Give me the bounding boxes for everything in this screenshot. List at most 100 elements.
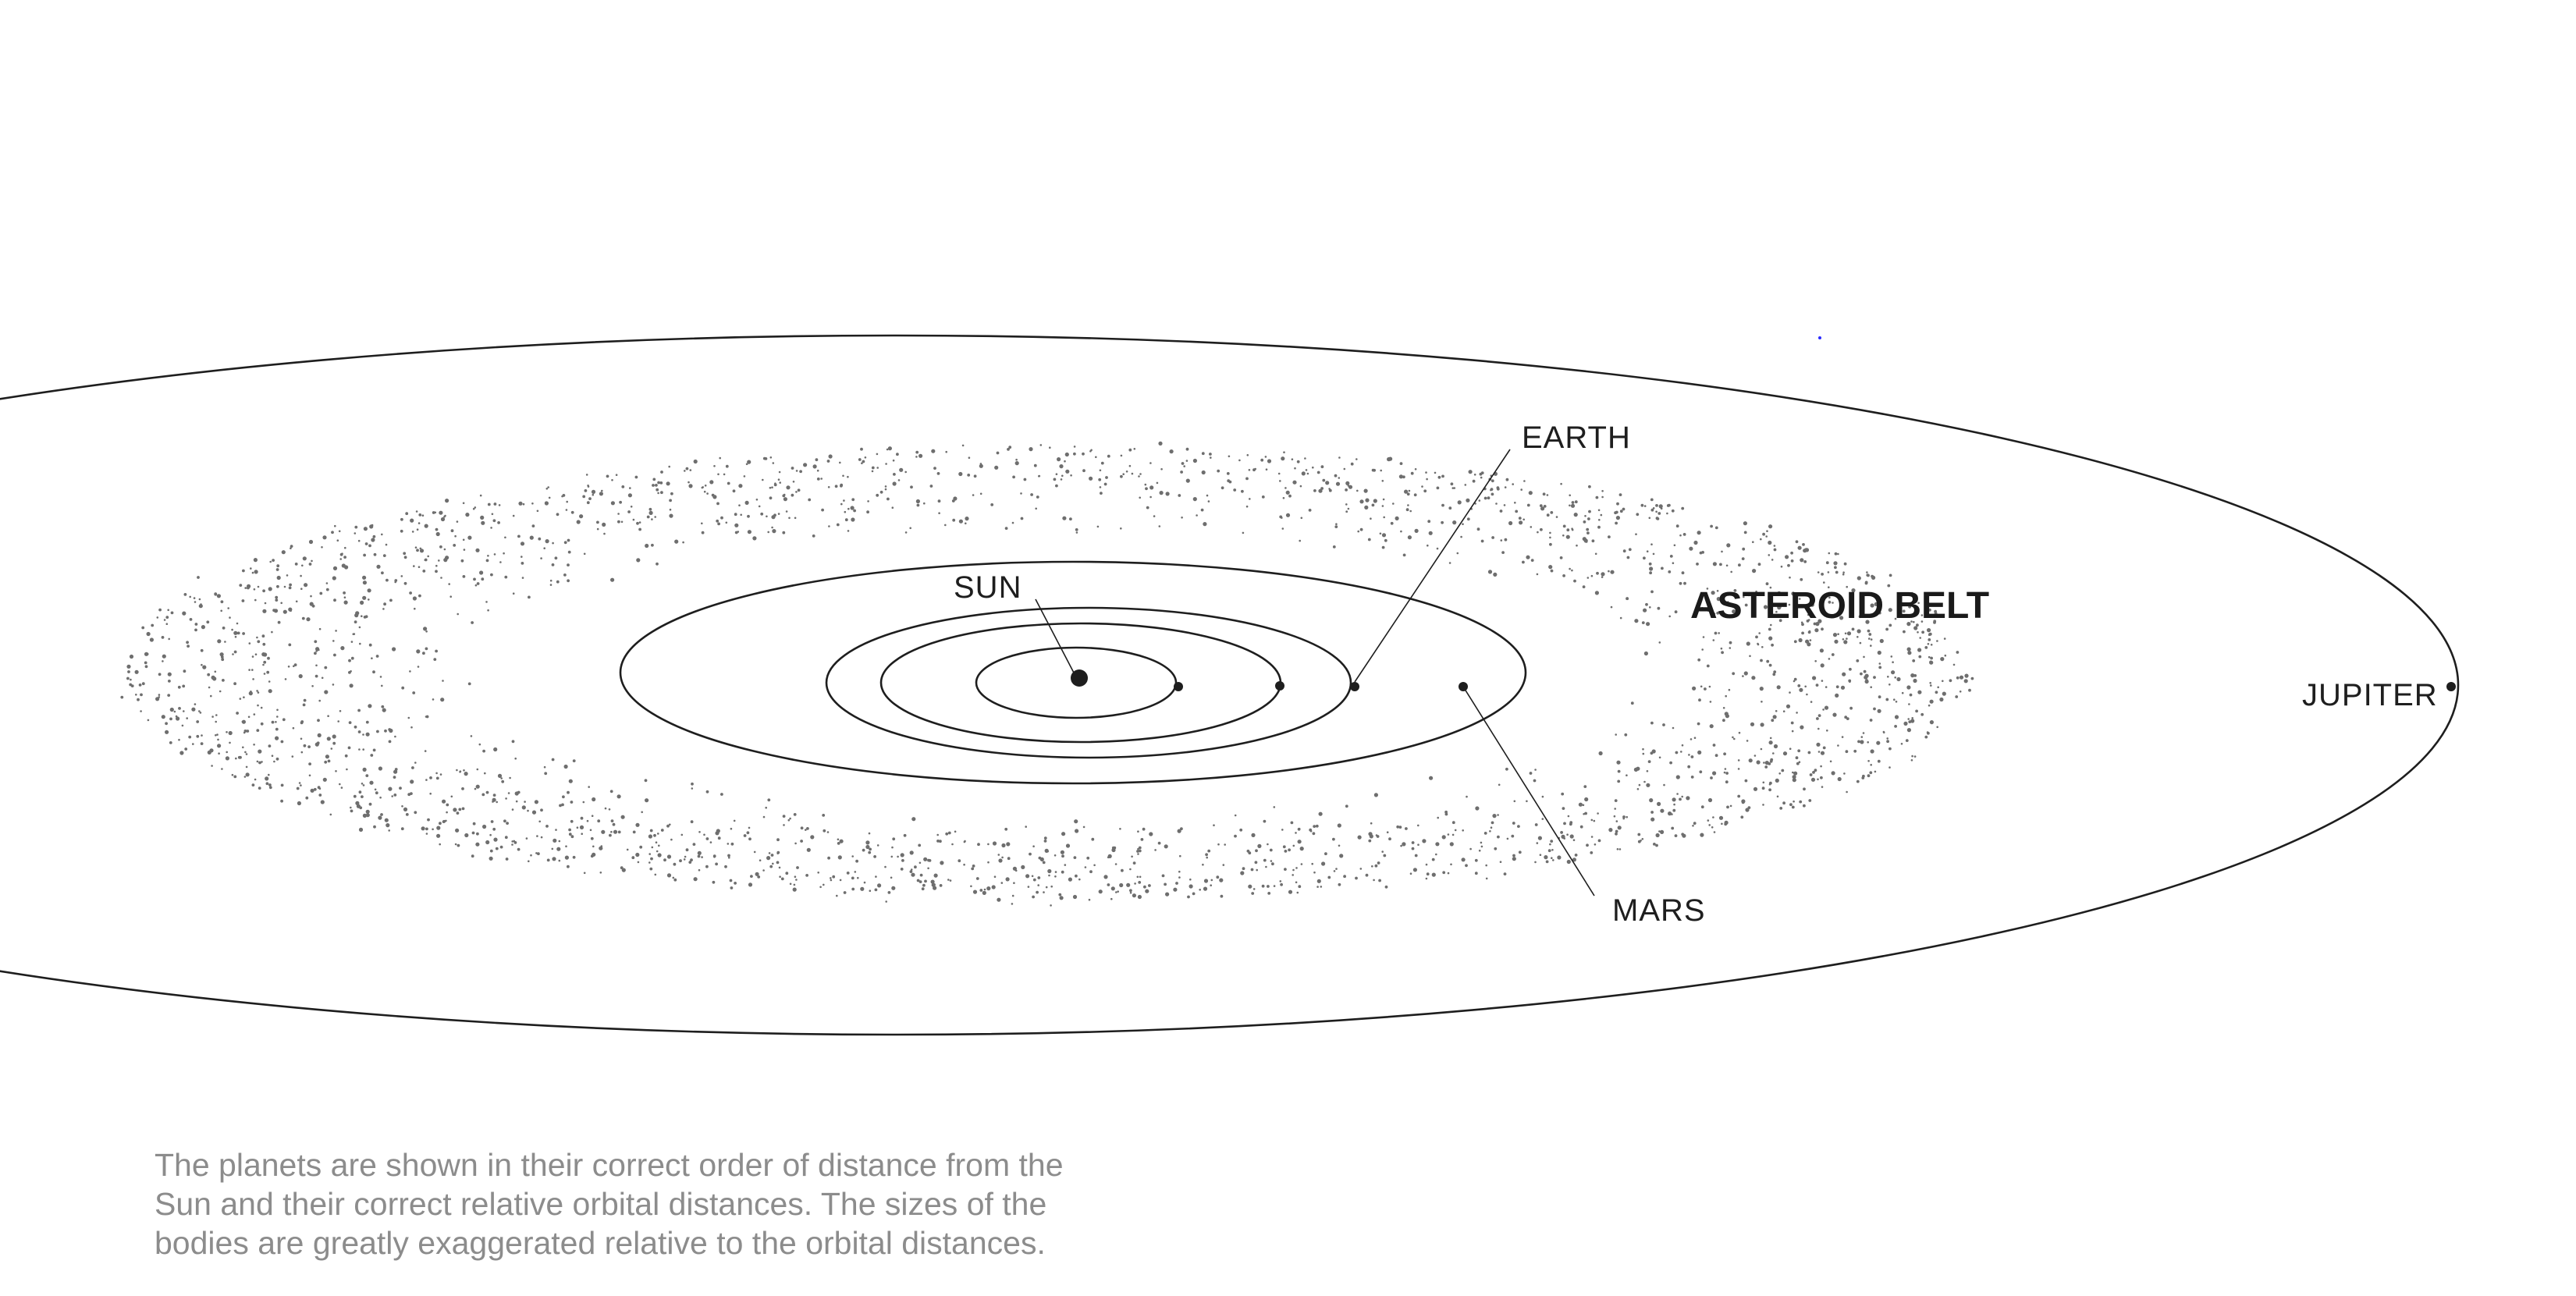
asteroid-particle xyxy=(155,697,160,701)
asteroid-particle xyxy=(474,506,477,509)
asteroid-particle xyxy=(1835,570,1839,574)
asteroid-particle xyxy=(1436,486,1440,490)
asteroid-particle xyxy=(1283,451,1285,453)
asteroid-particle xyxy=(449,595,452,598)
asteroid-particle xyxy=(490,527,492,529)
asteroid-particle xyxy=(1241,489,1244,493)
asteroid-particle xyxy=(492,797,496,802)
asteroid-particle xyxy=(891,846,894,849)
asteroid-particle xyxy=(1765,582,1769,586)
asteroid-particle xyxy=(1716,597,1721,602)
asteroid-particle xyxy=(1588,510,1591,513)
asteroid-particle xyxy=(769,486,772,489)
asteroid-particle xyxy=(1381,480,1384,482)
asteroid-particle xyxy=(1146,506,1149,510)
asteroid-particle xyxy=(341,552,343,555)
asteroid-particle xyxy=(1047,868,1052,874)
asteroid-particle xyxy=(1120,474,1123,478)
asteroid-particle xyxy=(1650,590,1654,594)
asteroid-particle xyxy=(457,612,459,616)
asteroid-particle xyxy=(1512,857,1516,861)
asteroid-particle xyxy=(1545,860,1549,864)
asteroid-particle xyxy=(1032,895,1035,899)
asteroid-particle xyxy=(1036,890,1039,894)
asteroid-particle xyxy=(1523,480,1526,482)
asteroid-particle xyxy=(836,894,838,897)
asteroid-particle xyxy=(247,715,250,719)
asteroid-particle xyxy=(233,775,237,779)
asteroid-particle xyxy=(1807,630,1811,634)
asteroid-particle xyxy=(1844,715,1848,719)
asteroid-particle xyxy=(418,513,422,517)
asteroid-particle xyxy=(547,486,549,488)
asteroid-particle xyxy=(1248,884,1252,889)
asteroid-particle xyxy=(716,502,720,506)
asteroid-particle xyxy=(472,507,475,510)
asteroid-particle xyxy=(548,496,551,499)
asteroid-particle xyxy=(265,776,269,781)
asteroid-particle xyxy=(212,676,217,681)
asteroid-particle xyxy=(1837,633,1839,635)
asteroid-particle xyxy=(1856,636,1859,638)
asteroid-particle xyxy=(275,598,279,602)
asteroid-particle xyxy=(748,837,751,841)
asteroid-particle xyxy=(412,691,416,694)
asteroid-particle xyxy=(1075,531,1078,534)
asteroid-particle xyxy=(1295,881,1298,884)
asteroid-particle xyxy=(1877,759,1881,763)
asteroid-particle xyxy=(1673,803,1675,806)
asteroid-particle xyxy=(257,585,260,588)
asteroid-particle xyxy=(1668,811,1672,816)
asteroid-particle xyxy=(745,463,748,466)
asteroid-particle xyxy=(1918,655,1922,659)
asteroid-particle xyxy=(504,575,508,579)
asteroid-particle xyxy=(1252,468,1256,472)
asteroid-particle xyxy=(543,765,546,769)
asteroid-particle xyxy=(130,678,132,681)
asteroid-particle xyxy=(1075,829,1079,833)
asteroid-particle xyxy=(186,641,190,644)
asteroid-particle xyxy=(315,647,320,652)
asteroid-particle xyxy=(587,485,589,487)
asteroid-particle xyxy=(1125,470,1128,473)
asteroid-particle xyxy=(1849,680,1851,684)
asteroid-particle xyxy=(733,819,736,822)
asteroid-particle xyxy=(394,735,396,738)
asteroid-particle xyxy=(911,817,916,822)
asteroid-particle xyxy=(1696,563,1699,566)
asteroid-particle xyxy=(1411,847,1415,850)
asteroid-particle xyxy=(1121,868,1124,872)
asteroid-particle xyxy=(303,744,307,747)
asteroid-particle xyxy=(691,782,694,786)
asteroid-particle xyxy=(1864,675,1868,680)
asteroid-particle xyxy=(1537,836,1542,840)
asteroid-particle xyxy=(670,492,673,495)
asteroid-particle xyxy=(669,513,673,518)
asteroid-particle xyxy=(363,616,367,619)
asteroid-particle xyxy=(217,738,219,741)
asteroid-particle xyxy=(198,710,201,712)
asteroid-particle xyxy=(275,595,279,599)
asteroid-particle xyxy=(1032,878,1036,882)
asteroid-particle xyxy=(1126,882,1131,887)
asteroid-particle xyxy=(147,719,150,722)
asteroid-particle xyxy=(1672,797,1676,802)
asteroid-particle xyxy=(265,782,269,786)
asteroid-particle xyxy=(1597,525,1601,529)
asteroid-particle xyxy=(1636,766,1640,771)
asteroid-particle xyxy=(1866,571,1868,573)
asteroid-particle xyxy=(1475,806,1480,811)
asteroid-particle xyxy=(1466,795,1468,798)
caption-line-2: Sun and their correct relative orbital d… xyxy=(155,1186,1047,1222)
asteroid-particle xyxy=(963,863,965,866)
asteroid-particle xyxy=(1395,516,1399,521)
asteroid-particle xyxy=(1491,536,1494,539)
asteroid-particle xyxy=(192,743,194,745)
asteroid-particle xyxy=(771,515,776,520)
asteroid-particle xyxy=(1404,489,1409,494)
asteroid-particle xyxy=(1499,861,1502,863)
asteroid-particle xyxy=(1505,478,1509,481)
asteroid-particle xyxy=(1209,453,1212,456)
asteroid-particle xyxy=(1075,874,1078,878)
asteroid-particle xyxy=(325,588,329,591)
